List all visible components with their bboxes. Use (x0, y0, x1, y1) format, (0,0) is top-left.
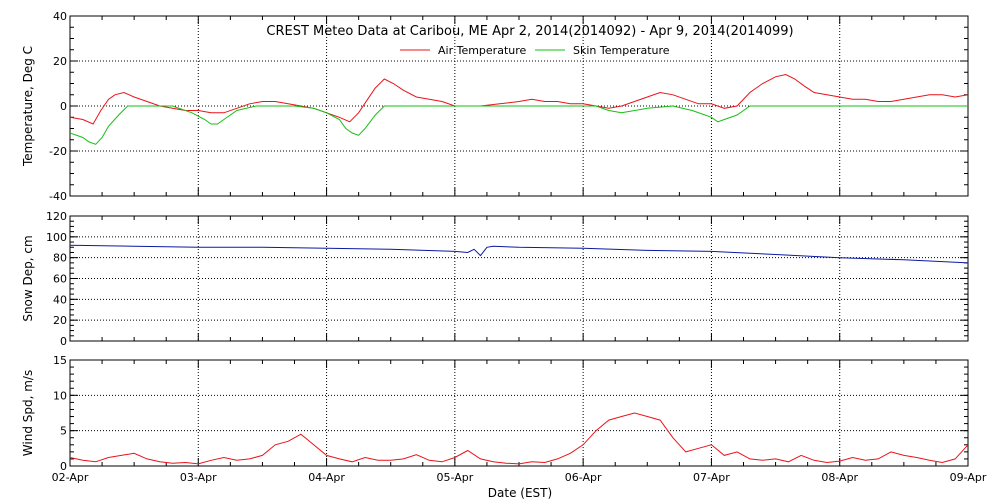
legend-label: Skin Temperature (573, 44, 670, 57)
series-line-panel-3 (70, 412, 968, 465)
y-tick-label: 15 (53, 354, 67, 367)
x-tick-label: 08-Apr (821, 471, 858, 484)
y-axis-title: Snow Dep, cm (21, 235, 35, 321)
y-tick-label: 10 (53, 389, 67, 402)
panel-3: 15 10 5 002-Apr 03-Apr 04-Apr 05-Apr 06-Apr 07-A… (21, 354, 987, 484)
y-tick-label: -20 (49, 145, 67, 158)
y-axis-title: Temperature, Deg C (21, 46, 35, 167)
y-tick-label: 0 (60, 335, 67, 348)
panel-1: 40 20 0 -20 -40 Temperature, Deg C (21, 10, 969, 203)
y-tick-label: 60 (53, 273, 67, 286)
x-tick-label: 06-Apr (565, 471, 602, 484)
y-tick-label: 40 (53, 10, 67, 23)
y-tick-label: 20 (53, 314, 67, 327)
x-tick-label: 04-Apr (308, 471, 345, 484)
y-tick-label: 100 (46, 231, 67, 244)
series-line-panel-2 (70, 244, 968, 264)
x-tick-label: 07-Apr (693, 471, 730, 484)
series-line-skin-temperature (70, 105, 968, 145)
x-tick-label: 03-Apr (180, 471, 217, 484)
panel-2: 120 100 80 60 40 20 0 Snow Dep, cm (21, 210, 969, 348)
y-tick-label: 80 (53, 252, 67, 265)
y-tick-label: 5 (60, 425, 67, 438)
x-tick-label: 02-Apr (52, 471, 89, 484)
y-tick-label: 20 (53, 55, 67, 68)
panel-frame (69, 215, 969, 342)
series-line-air-temperature (70, 73, 968, 125)
legend: Air Temperature Skin Temperature (400, 44, 670, 57)
y-tick-label: 0 (60, 100, 67, 113)
y-tick-label: 40 (53, 293, 67, 306)
x-tick-label: 09-Apr (950, 471, 987, 484)
panel-frame (69, 359, 969, 467)
x-tick-label: 05-Apr (436, 471, 473, 484)
y-tick-label: -40 (49, 190, 67, 203)
x-axis-title: Date (EST) (488, 486, 552, 500)
y-tick-label: 0 (60, 460, 67, 473)
y-axis-title: Wind Spd, m/s (21, 370, 35, 456)
chart-title: CREST Meteo Data at Caribou, ME Apr 2, 2… (266, 24, 793, 39)
legend-label: Air Temperature (438, 44, 527, 57)
y-tick-label: 120 (46, 210, 67, 223)
